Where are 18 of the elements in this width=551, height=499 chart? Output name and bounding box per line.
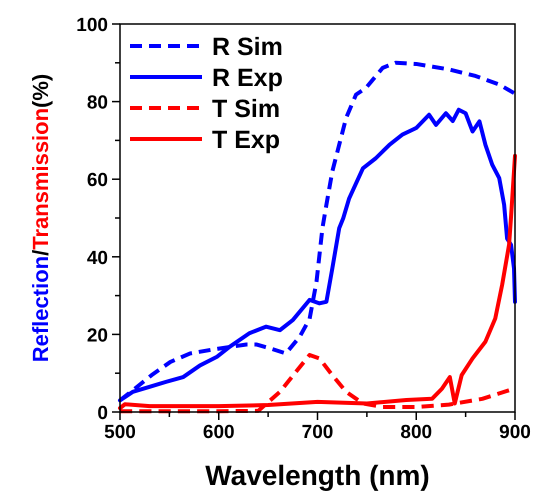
y-tick-label: 60	[86, 170, 108, 192]
legend-label: T Sim	[212, 95, 280, 123]
x-tick-label: 500	[104, 422, 136, 443]
y-tick-label: 40	[86, 248, 108, 269]
y-tick-label: 100	[76, 15, 108, 36]
line-series	[118, 154, 517, 410]
x-tick-label: 600	[202, 422, 235, 443]
y-tick-label: 20	[86, 325, 108, 346]
y-axis-title: Reflection/Transmission(%)	[28, 74, 53, 362]
x-tick-label: 900	[499, 422, 531, 443]
legend-label: T Exp	[212, 126, 280, 154]
y-tick-label: 0	[97, 403, 108, 424]
x-tick-label: 800	[400, 422, 432, 443]
x-tick-label: 700	[302, 422, 334, 443]
legend-label: R Sim	[212, 33, 283, 61]
x-axis-title: Wavelength (nm)	[205, 460, 430, 491]
y-tick-label: 80	[86, 92, 108, 114]
legend-label: R Exp	[212, 64, 283, 92]
